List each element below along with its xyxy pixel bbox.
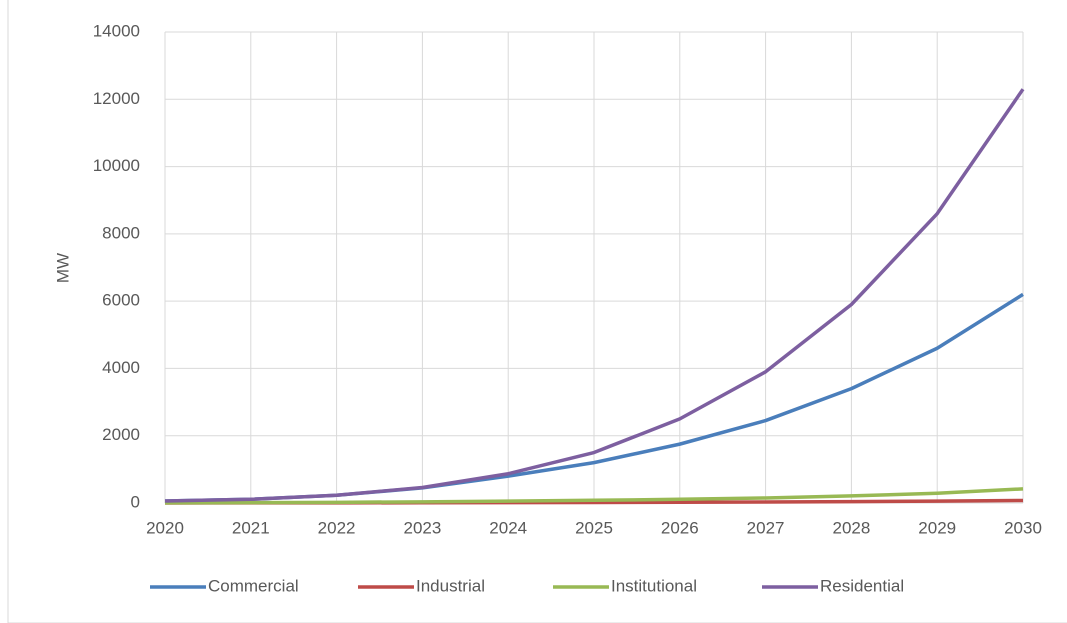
y-axis-label: MW (53, 253, 72, 283)
y-tick-label: 2000 (102, 425, 140, 444)
y-tick-label: 10000 (93, 156, 140, 175)
series-line (164, 88, 1025, 503)
x-tick-label: 2021 (232, 518, 270, 537)
x-tick-label: 2029 (918, 518, 956, 537)
x-tick-label: 2027 (747, 518, 785, 537)
y-tick-label: 8000 (102, 223, 140, 242)
y-tick-label: 14000 (93, 21, 140, 40)
y-tick-label: 0 (131, 492, 140, 511)
x-tick-label: 2026 (661, 518, 699, 537)
legend-label: Residential (820, 576, 904, 595)
y-tick-label: 12000 (93, 89, 140, 108)
y-tick-label: 6000 (102, 291, 140, 310)
legend-label: Commercial (208, 576, 299, 595)
x-tick-label: 2024 (489, 518, 527, 537)
x-tick-label: 2025 (575, 518, 613, 537)
x-tick-label: 2023 (403, 518, 441, 537)
y-tick-label: 4000 (102, 358, 140, 377)
x-tick-label: 2028 (832, 518, 870, 537)
legend-label: Industrial (416, 576, 485, 595)
x-tick-label: 2020 (146, 518, 184, 537)
chart-border (7, 0, 1067, 623)
legend-label: Institutional (611, 576, 697, 595)
series-line (164, 487, 1024, 505)
x-tick-label: 2030 (1004, 518, 1042, 537)
x-tick-label: 2022 (318, 518, 356, 537)
